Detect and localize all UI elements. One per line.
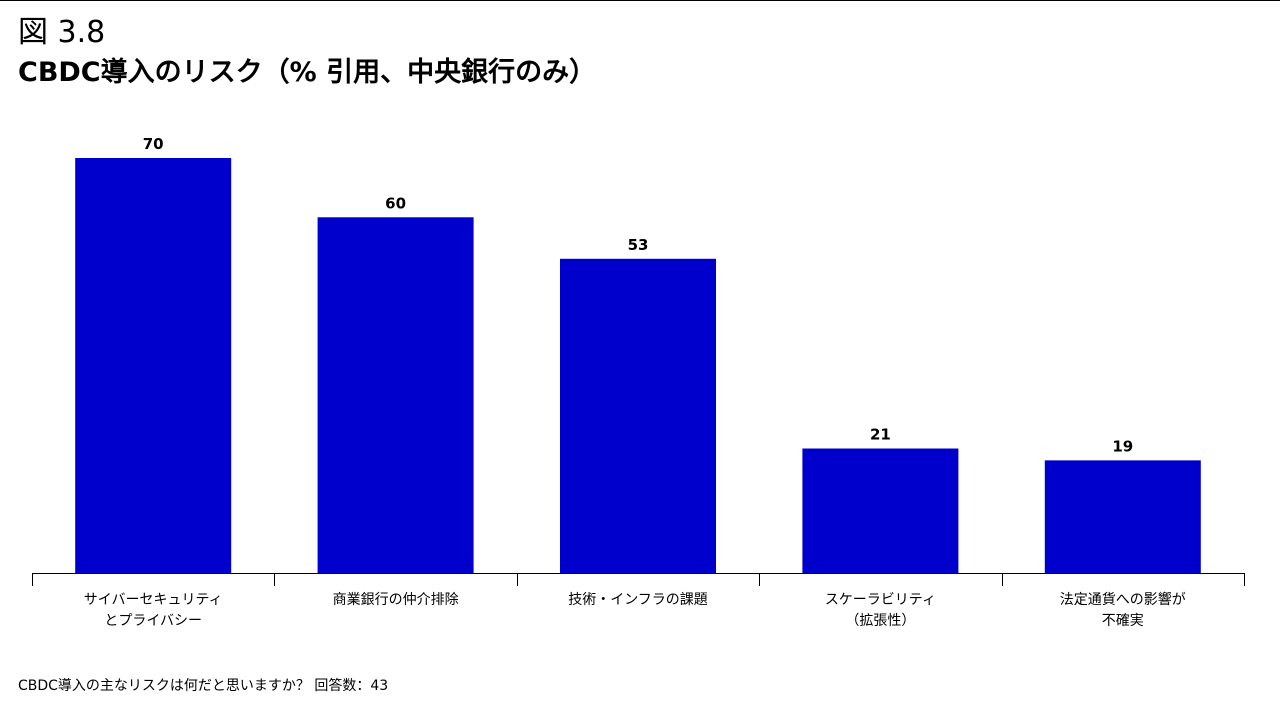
category-label-4: スケーラビリティ（拡張性） [825, 592, 936, 629]
top-rule [0, 0, 1280, 1]
category-label-3: 技術・インフラの課題 [568, 592, 708, 608]
value-label-3: 53 [628, 236, 649, 254]
x-axis [32, 573, 1245, 586]
category-label-2: 商業銀行の仲介排除 [333, 592, 459, 608]
bar-1 [75, 158, 232, 573]
category-labels-layer: サイバーセキュリティとプライバシー 商業銀行の仲介排除 技術・インフラの課題 スケーラ… [84, 591, 1186, 629]
bar-3 [560, 258, 716, 573]
value-label-2: 60 [385, 194, 406, 212]
bar-2 [317, 217, 474, 574]
category-label-5: 法定通貨への影響が不確実 [1060, 591, 1186, 629]
chart-title: CBDC導入のリスク（% 引用、中央銀行のみ） [18, 57, 597, 88]
value-label-5: 19 [1112, 437, 1133, 455]
bars-layer [75, 158, 1201, 574]
category-label-1: サイバーセキュリティとプライバシー [84, 592, 223, 629]
value-label-4: 21 [870, 426, 891, 444]
bar-4 [802, 448, 959, 573]
footnote: CBDC導入の主なリスクは何だと思いますか？ 回答数：43 [18, 678, 389, 694]
value-label-1: 70 [143, 135, 164, 153]
bar-5 [1044, 460, 1201, 573]
value-labels-layer: 70 60 53 21 19 [143, 135, 1133, 455]
figure-label: 図 3.8 [18, 15, 106, 50]
